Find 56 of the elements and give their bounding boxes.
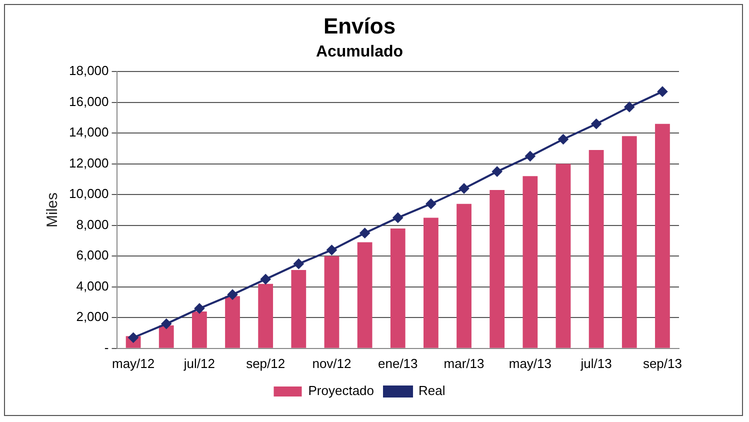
point xyxy=(426,198,436,209)
x-tick-label: jul/13 xyxy=(580,356,612,371)
legend-label: Proyectado xyxy=(308,383,374,398)
bar xyxy=(588,150,604,348)
point xyxy=(525,151,536,162)
y-tick-label: 6,000 xyxy=(76,248,109,263)
point xyxy=(360,228,370,238)
bar xyxy=(522,176,538,348)
point xyxy=(228,290,238,300)
point xyxy=(459,183,470,194)
bar xyxy=(324,256,340,348)
point xyxy=(492,166,502,177)
x-tick-label: may/12 xyxy=(112,356,155,371)
bar xyxy=(390,228,406,348)
x-tick-label: may/13 xyxy=(508,356,552,371)
point xyxy=(260,274,271,284)
point xyxy=(558,134,568,144)
x-tick-label: sep/13 xyxy=(642,356,682,371)
bar xyxy=(655,124,670,348)
bar xyxy=(490,190,505,348)
point xyxy=(392,212,403,223)
bar xyxy=(622,136,637,348)
y-tick-label: 4,000 xyxy=(76,278,109,294)
bar xyxy=(192,311,207,348)
y-tick-label: 8,000 xyxy=(76,216,109,232)
chart-subtitle: Acumulado xyxy=(316,43,404,60)
y-tick-label: - xyxy=(104,340,109,355)
y-tick-label: 16,000 xyxy=(68,94,109,109)
x-tick-label: jul/12 xyxy=(182,356,215,371)
y-tick-label: 10,000 xyxy=(68,186,109,202)
bar xyxy=(456,204,472,348)
chart-title: Envíos xyxy=(323,13,396,38)
bar xyxy=(158,325,174,348)
y-tick-label: 14,000 xyxy=(68,124,109,140)
x-tick-label: nov/12 xyxy=(312,356,352,371)
bar xyxy=(556,164,571,348)
x-tick-label: ene/13 xyxy=(378,356,418,371)
point xyxy=(294,258,304,269)
bar xyxy=(225,296,240,348)
bar xyxy=(258,284,274,348)
point xyxy=(326,244,337,255)
x-tick-label: mar/13 xyxy=(444,356,484,371)
x-tick-label: sep/12 xyxy=(246,356,286,371)
point xyxy=(194,303,204,314)
y-tick-label: 12,000 xyxy=(68,155,109,170)
y-axis-title: Miles xyxy=(44,192,62,228)
y-tick-label: 18,000 xyxy=(68,63,109,78)
point xyxy=(591,118,602,129)
bar xyxy=(424,218,438,348)
point xyxy=(161,318,172,329)
bar xyxy=(291,270,306,348)
y-tick-label: 2,000 xyxy=(76,309,109,324)
legend-label: Real xyxy=(418,383,446,398)
point xyxy=(657,86,668,97)
bar xyxy=(357,242,372,348)
point xyxy=(624,102,634,112)
